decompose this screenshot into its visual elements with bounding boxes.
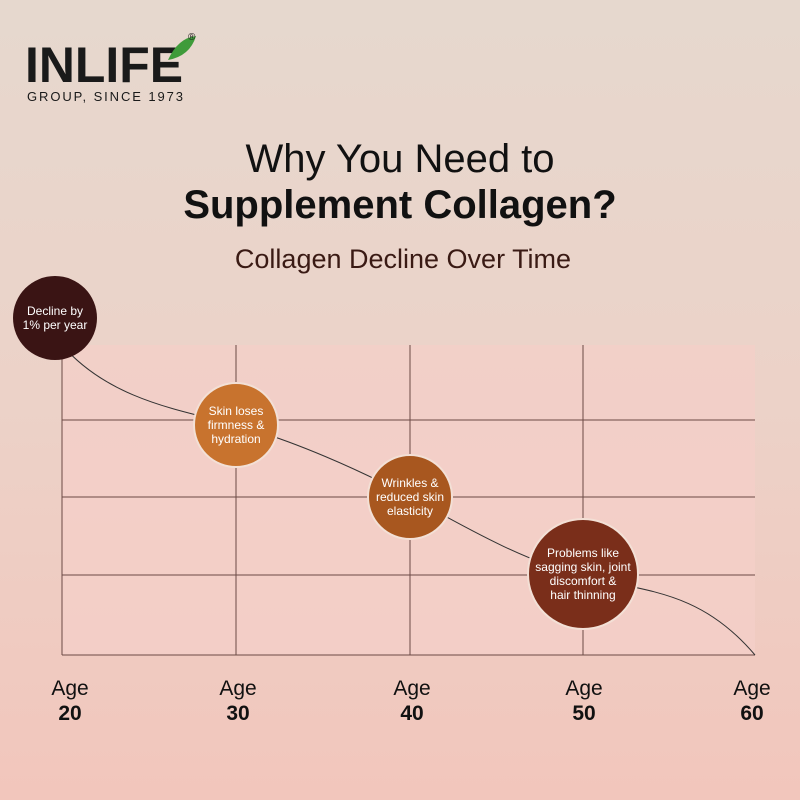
callout-text: Skin loses bbox=[209, 404, 264, 418]
age-label: Age bbox=[51, 677, 88, 700]
callout-text: Decline by bbox=[27, 304, 83, 318]
brand-name: INLIFE bbox=[25, 37, 183, 93]
callout-text: sagging skin, joint bbox=[535, 560, 631, 574]
logo: INLIFE ® GROUP, SINCE 1973 bbox=[25, 32, 196, 104]
title-line: Supplement Collagen? bbox=[183, 183, 616, 227]
callout-text: reduced skin bbox=[376, 490, 444, 504]
callout-circle bbox=[13, 276, 97, 360]
callout-text: Wrinkles & bbox=[381, 476, 438, 490]
brand-tagline: GROUP, SINCE 1973 bbox=[27, 89, 183, 104]
callout-text: hydration bbox=[211, 432, 260, 446]
age-label: Age bbox=[393, 677, 430, 700]
subtitle: Collagen Decline Over Time bbox=[235, 244, 571, 274]
title-line: Why You Need to bbox=[245, 137, 554, 181]
callout-circle bbox=[527, 518, 639, 630]
age-value: 30 bbox=[226, 702, 249, 725]
age-value: 20 bbox=[58, 702, 81, 725]
leaf bbox=[168, 36, 196, 60]
registered-mark: ® bbox=[188, 32, 196, 43]
age-label: Age bbox=[733, 677, 770, 700]
age-value: 50 bbox=[572, 702, 595, 725]
callout-circle bbox=[193, 382, 279, 468]
age-label: Age bbox=[219, 677, 256, 700]
callout-text: hair thinning bbox=[550, 588, 615, 602]
age-label: Age bbox=[565, 677, 602, 700]
callout-text: Problems like bbox=[547, 546, 619, 560]
age-value: 60 bbox=[740, 702, 763, 725]
callout-text: firmness & bbox=[208, 418, 265, 432]
callout-text: discomfort & bbox=[550, 574, 617, 588]
age-value: 40 bbox=[400, 702, 423, 725]
callout-text: 1% per year bbox=[23, 318, 88, 332]
callouts: Decline by1% per year Skin losesfirmness … bbox=[13, 276, 639, 630]
callout-text: elasticity bbox=[387, 504, 433, 518]
callout-circle bbox=[367, 454, 453, 540]
